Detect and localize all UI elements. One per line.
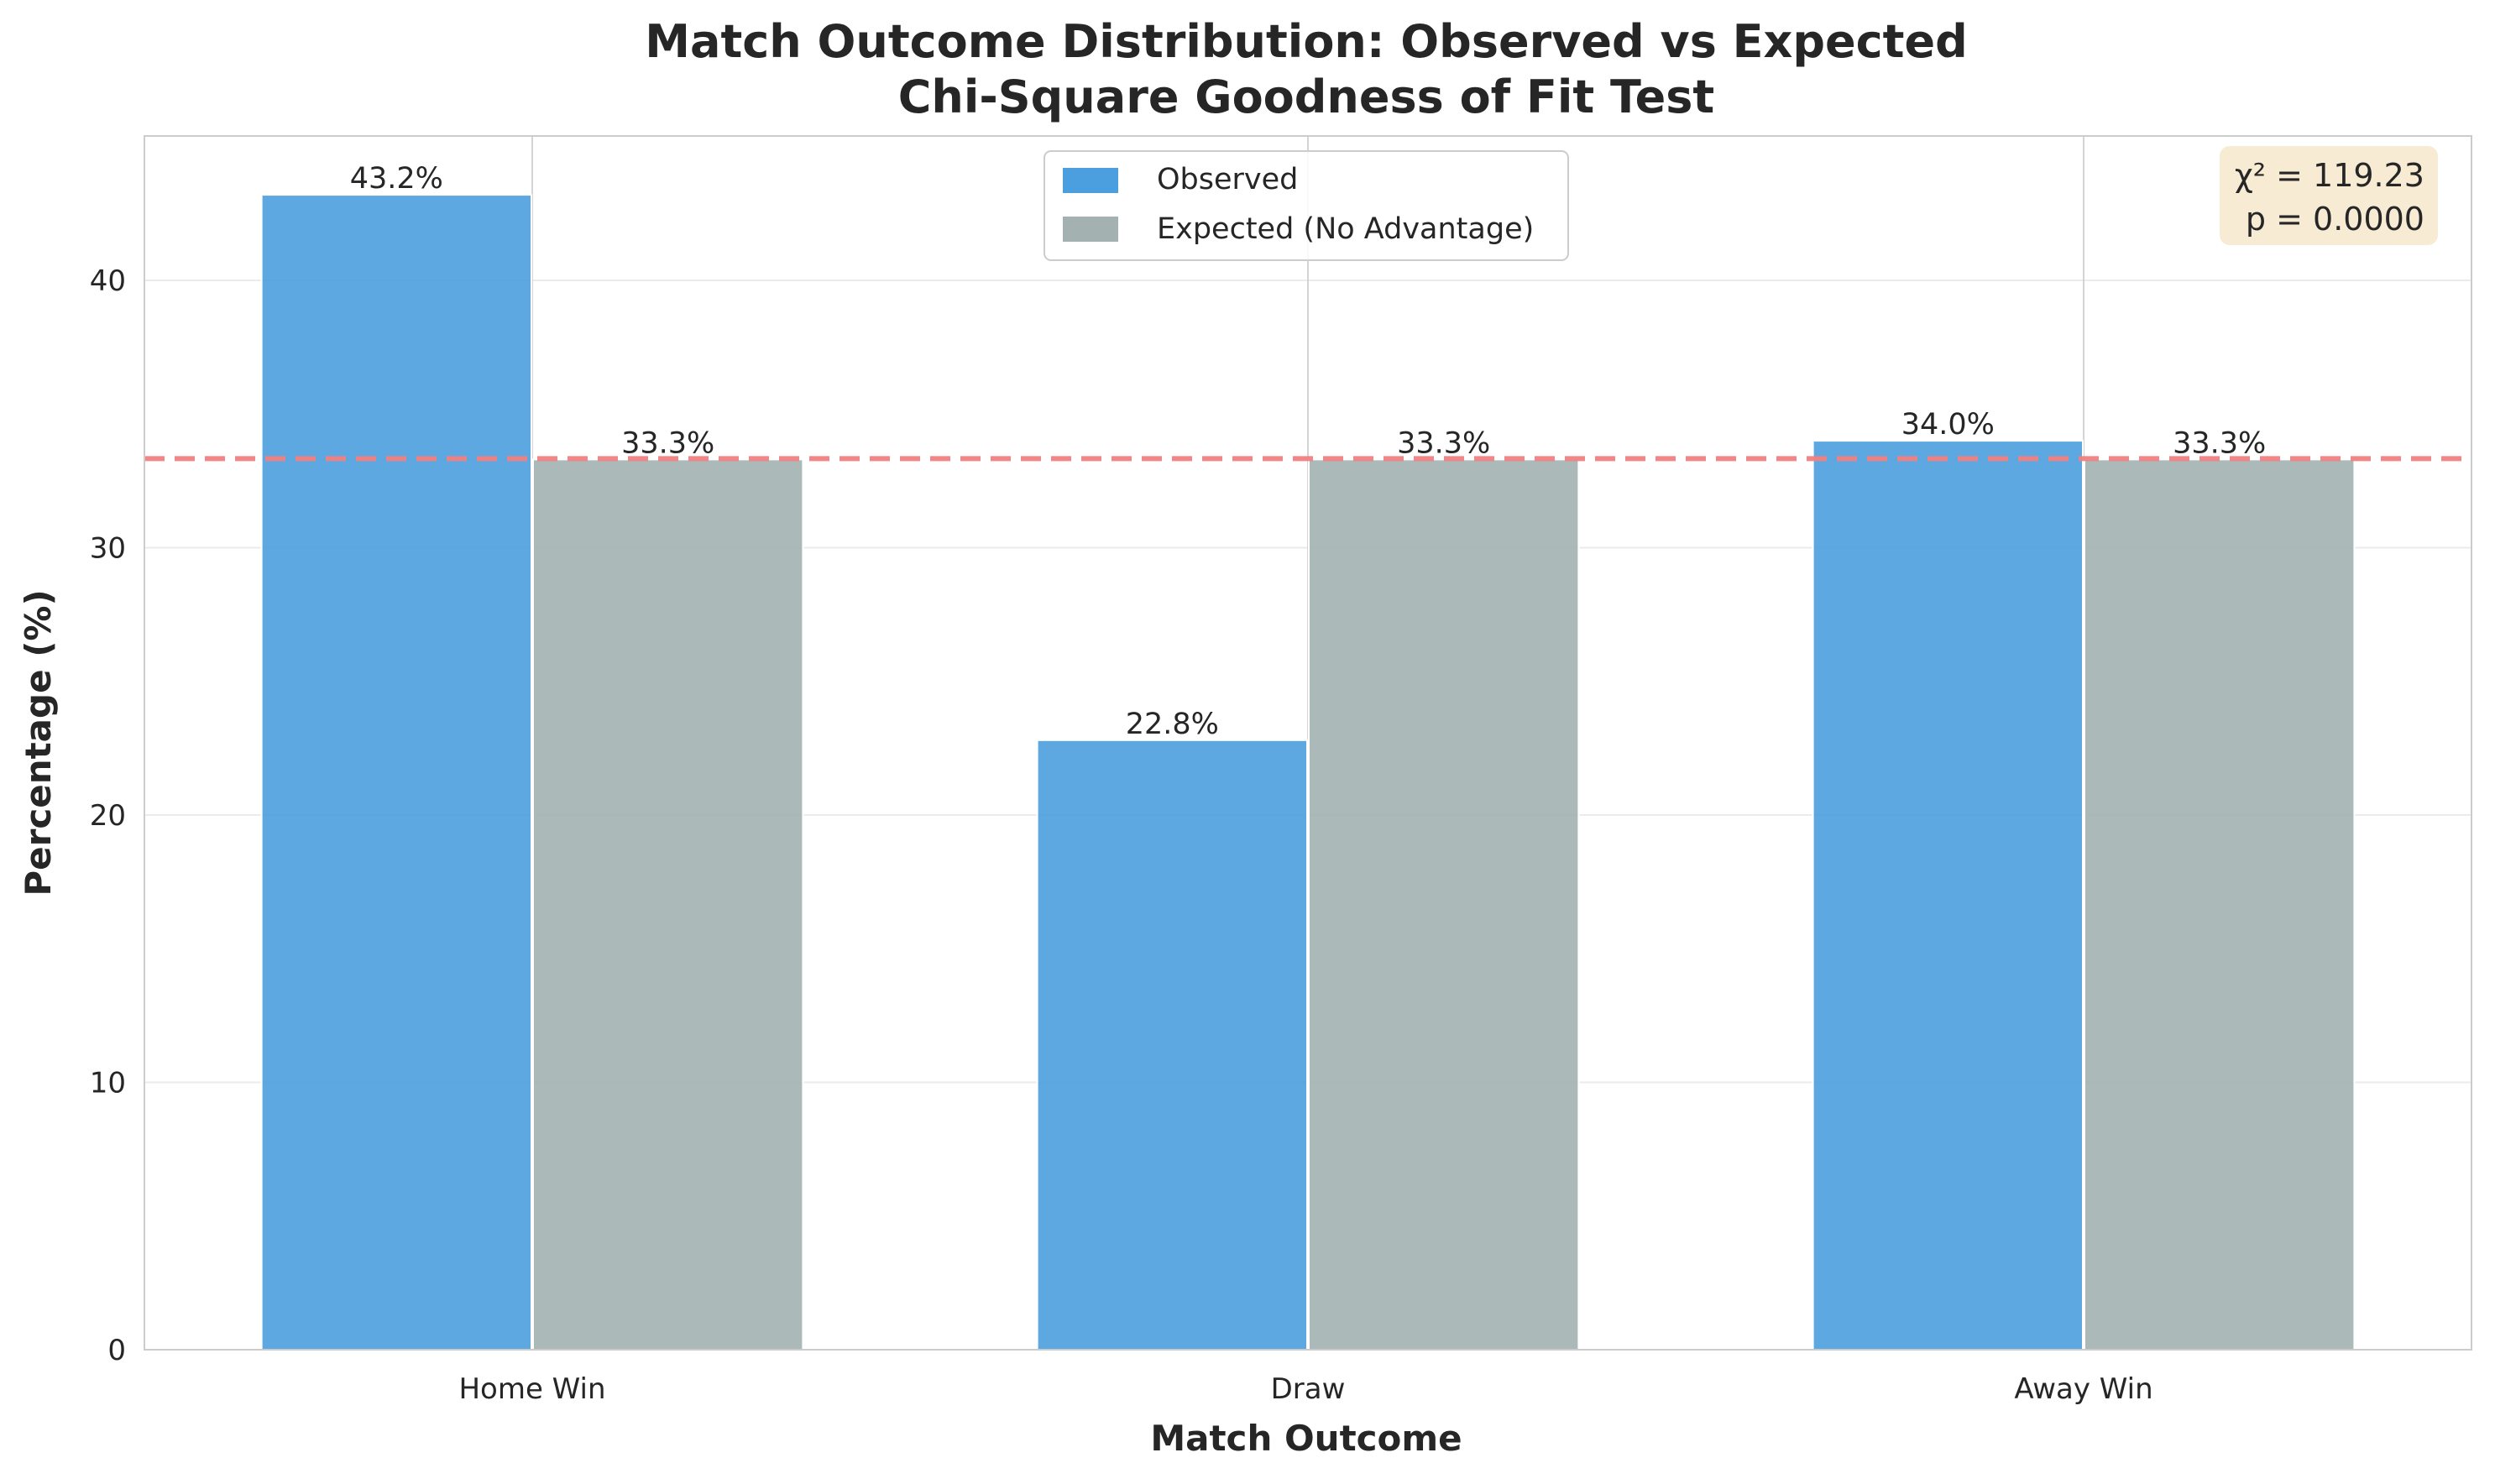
bar-expected [532,458,804,1351]
bar-value-label: 43.2% [350,162,443,196]
y-tick-label: 40 [90,264,126,298]
y-tick-label: 0 [107,1334,126,1367]
legend: Observed Expected (No Advantage) [1044,150,1569,261]
bar-labels: 43.2% 22.8% 34.0% 33.3% 33.3% 33.3% [350,162,2267,741]
x-tick-label: Draw [1271,1372,1346,1406]
legend-swatch-expected [1063,217,1118,242]
x-axis-ticks: Home Win Draw Away Win [458,1372,2152,1406]
x-tick-label: Home Win [458,1372,605,1406]
bar-value-label: 33.3% [621,426,714,460]
y-axis-label: Percentage (%) [18,589,59,896]
plot-frame [144,135,2472,1351]
bar-value-label: 34.0% [1901,408,1995,442]
chart-title: Match Outcome Distribution: Observed vs … [645,15,1967,68]
legend-swatch-observed [1063,168,1118,193]
legend-label-observed: Observed [1157,163,1298,196]
bar-observed [1036,739,1308,1351]
y-tick-label: 10 [90,1066,126,1100]
chart-subtitle: Chi-Square Goodness of Fit Test [898,71,1714,123]
bar-observed [1812,440,2084,1351]
bar-value-label: 22.8% [1126,708,1219,741]
y-tick-label: 20 [90,799,126,833]
legend-box [1044,150,1569,261]
bar-value-label: 33.3% [1397,426,1490,460]
chi-square-value: χ² = 119.23 [2235,157,2424,194]
p-value: p = 0.0000 [2246,201,2424,238]
x-tick-label: Away Win [2014,1372,2152,1406]
y-tick-label: 30 [90,531,126,565]
bar-value-label: 33.3% [2173,426,2266,460]
bar-observed [260,194,532,1351]
stats-annotation: χ² = 119.23 p = 0.0000 [2220,146,2438,245]
stats-box [2220,146,2438,245]
bar-expected [2084,458,2356,1351]
x-axis-label: Match Outcome [1150,1418,1462,1459]
bar-expected [1308,458,1580,1351]
legend-label-expected: Expected (No Advantage) [1157,212,1534,246]
y-axis-ticks: 0 10 20 30 40 [90,264,126,1367]
bars [260,194,2356,1351]
